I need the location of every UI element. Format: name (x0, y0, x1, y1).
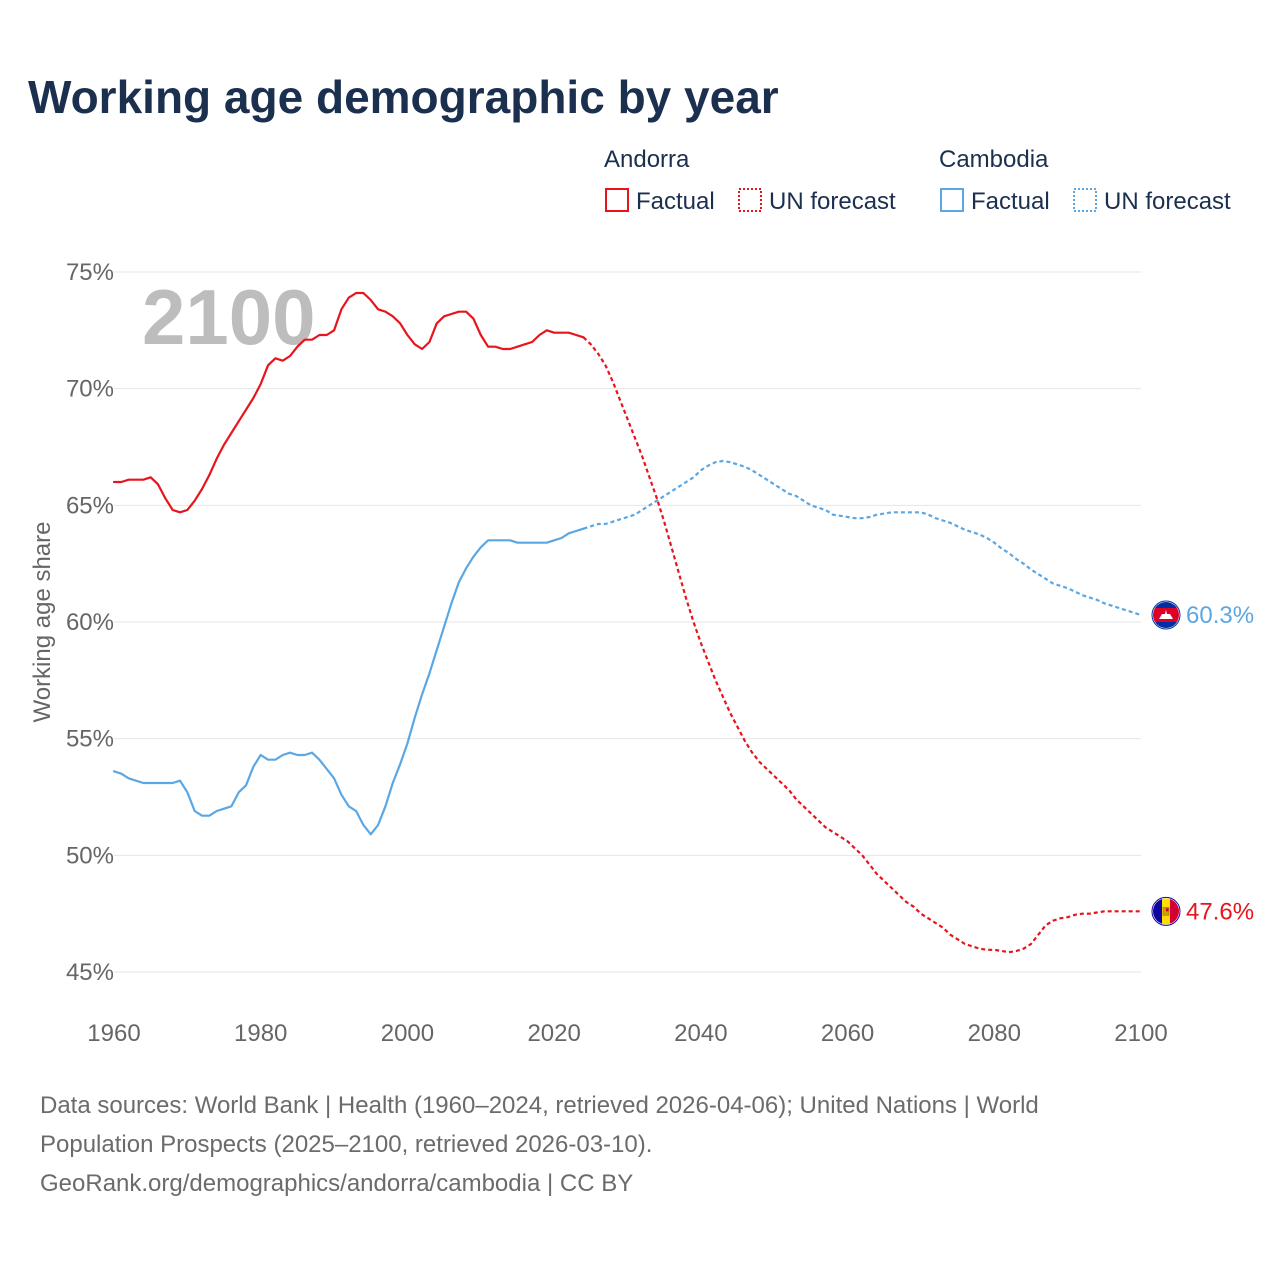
series-line-cambodia-factual[interactable] (112, 527, 585, 836)
x-tick-label-2020: 2020 (527, 1020, 580, 1047)
y-tick-label-45: 45% (66, 959, 114, 986)
y-axis-label: Working age share (29, 522, 56, 723)
legend-group-cambodia-title: Cambodia (939, 146, 1049, 173)
y-tick-labels: 45% 50% 55% 60% 65% 70% 75% (66, 259, 114, 986)
x-tick-label-2060: 2060 (821, 1020, 874, 1047)
y-tick-label-55: 55% (66, 726, 114, 753)
series-layer (112, 291, 1142, 954)
y-tick-label-50: 50% (66, 842, 114, 869)
legend-group-andorra-title: Andorra (604, 146, 690, 173)
series-line-andorra-forecast[interactable] (582, 336, 1141, 954)
legend-andorra-forecast-swatch[interactable] (738, 188, 762, 212)
grid-layer (114, 271, 1141, 973)
chart-title: Working age demographic by year (28, 71, 779, 123)
x-tick-label-2000: 2000 (381, 1020, 434, 1047)
footer-source-line-2: Population Prospects (2025–2100, retriev… (40, 1131, 652, 1158)
footer-source-url[interactable]: GeoRank.org/demographics/andorra/cambodi… (40, 1170, 633, 1197)
legend-andorra-factual-swatch[interactable] (605, 188, 629, 212)
series-line-cambodia-forecast[interactable] (583, 459, 1142, 617)
legend-andorra-forecast-label[interactable]: UN forecast (769, 188, 896, 215)
year-watermark: 2100 (142, 273, 316, 361)
end-label-cambodia: 60.3% (1186, 602, 1254, 629)
x-tick-label-2100: 2100 (1114, 1020, 1167, 1047)
series-line-andorra-factual[interactable] (112, 291, 585, 514)
legend-cambodia-factual-label[interactable]: Factual (971, 188, 1050, 215)
y-tick-label-60: 60% (66, 609, 114, 636)
x-tick-label-1980: 1980 (234, 1020, 287, 1047)
end-label-andorra: 47.6% (1186, 898, 1254, 925)
y-tick-label-65: 65% (66, 492, 114, 519)
y-tick-label-75: 75% (66, 259, 114, 286)
legend: Andorra Factual UN forecast Cambodia Fac… (604, 146, 1231, 215)
legend-cambodia-forecast-label[interactable]: UN forecast (1104, 188, 1231, 215)
legend-cambodia-forecast-swatch[interactable] (1073, 188, 1097, 212)
x-tick-label-2080: 2080 (968, 1020, 1021, 1047)
x-tick-label-2040: 2040 (674, 1020, 727, 1047)
legend-andorra-factual-label[interactable]: Factual (636, 188, 715, 215)
x-tick-label-1960: 1960 (87, 1020, 140, 1047)
x-tick-labels: 1960 1980 2000 2020 2040 2060 2080 2100 (87, 1020, 1167, 1047)
cambodia-flag-icon (1151, 600, 1181, 630)
footer-source-line-1: Data sources: World Bank | Health (1960–… (40, 1092, 1039, 1119)
y-tick-label-70: 70% (66, 376, 114, 403)
legend-cambodia-factual-swatch[interactable] (940, 188, 964, 212)
andorra-flag-icon (1151, 896, 1181, 926)
